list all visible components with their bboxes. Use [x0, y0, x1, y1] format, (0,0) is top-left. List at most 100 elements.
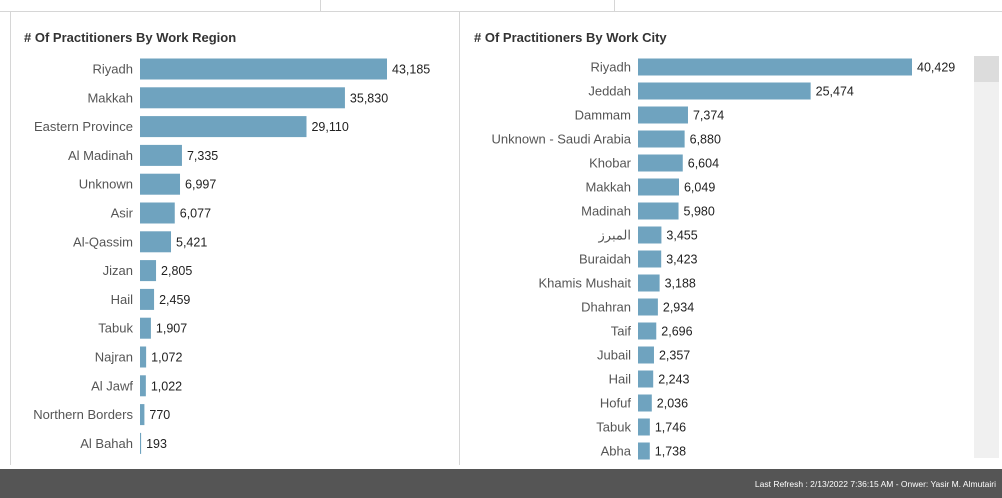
value-label: 3,455	[666, 229, 697, 243]
bar[interactable]	[140, 288, 155, 310]
value-label: 40,429	[917, 61, 955, 75]
value-label: 3,423	[666, 253, 697, 267]
bar[interactable]	[638, 58, 912, 76]
bar[interactable]	[140, 116, 307, 138]
value-label: 2,036	[657, 397, 688, 411]
bar[interactable]	[140, 144, 182, 166]
value-label: 7,335	[187, 149, 218, 163]
value-label: 2,934	[663, 301, 694, 315]
category-label: Al Bahah	[80, 436, 133, 451]
category-label: Makkah	[87, 90, 133, 105]
category-label: Eastern Province	[34, 119, 133, 134]
bar[interactable]	[140, 231, 172, 253]
category-label: Hail	[111, 292, 134, 307]
top-separator	[614, 0, 615, 11]
category-label: Dhahran	[581, 300, 631, 315]
category-label: Khamis Mushait	[539, 276, 632, 291]
value-label: 2,357	[659, 349, 690, 363]
bar[interactable]	[140, 202, 175, 224]
top-separator	[320, 0, 321, 11]
category-label: Unknown - Saudi Arabia	[492, 132, 632, 147]
value-label: 6,049	[684, 181, 715, 195]
bar[interactable]	[140, 87, 345, 109]
category-label: Jeddah	[588, 84, 631, 99]
bar[interactable]	[638, 106, 688, 124]
value-label: 1,907	[156, 322, 187, 336]
bar[interactable]	[638, 130, 685, 148]
bar[interactable]	[140, 317, 151, 339]
footer-bar: Last Refresh : 2/13/2022 7:36:15 AM - On…	[0, 469, 1002, 498]
bar[interactable]	[140, 173, 181, 195]
value-label: 6,077	[180, 207, 211, 221]
category-label: Riyadh	[93, 62, 133, 77]
category-label: Riyadh	[591, 60, 631, 75]
bar[interactable]	[638, 394, 652, 412]
bar[interactable]	[638, 346, 654, 364]
category-label: Asir	[111, 206, 134, 221]
value-label: 3,188	[665, 277, 696, 291]
value-label: 1,022	[151, 379, 182, 393]
city-bar-chart: Riyadh 40,429 Jeddah 25,474 Dammam 7,374 Unkno…	[492, 58, 955, 460]
category-label: Northern Borders	[33, 407, 133, 422]
value-label: 1,738	[655, 445, 686, 459]
city-chart-title: # Of Practitioners By Work City	[474, 30, 667, 45]
category-label: Al-Qassim	[73, 234, 133, 249]
bar[interactable]	[638, 418, 650, 436]
category-label: Jizan	[103, 263, 133, 278]
category-label: Dammam	[575, 108, 631, 123]
scrollbar-thumb[interactable]	[974, 56, 999, 82]
bar[interactable]	[638, 370, 654, 388]
bar[interactable]	[140, 432, 142, 454]
bar[interactable]	[638, 82, 811, 100]
category-label: المبرز	[598, 228, 631, 244]
category-label: Tabuk	[596, 420, 631, 435]
value-label: 7,374	[693, 109, 724, 123]
top-divider	[0, 11, 1002, 12]
category-label: Makkah	[585, 180, 631, 195]
bar[interactable]	[638, 298, 658, 316]
bar[interactable]	[638, 202, 679, 220]
value-label: 29,110	[311, 120, 348, 134]
category-label: Hail	[609, 372, 632, 387]
bar[interactable]	[140, 346, 147, 368]
category-label: Unknown	[79, 177, 133, 192]
bar[interactable]	[140, 404, 145, 426]
value-label: 25,474	[816, 85, 854, 99]
category-label: Taif	[611, 324, 632, 339]
city-chart-scrollbar[interactable]	[974, 56, 999, 458]
category-label: Tabuk	[98, 321, 133, 336]
value-label: 35,830	[350, 91, 388, 105]
value-label: 2,696	[661, 325, 692, 339]
value-label: 1,746	[655, 421, 686, 435]
value-label: 6,880	[690, 133, 721, 147]
bar[interactable]	[638, 250, 662, 268]
value-label: 5,421	[176, 235, 207, 249]
value-label: 2,805	[161, 264, 192, 278]
footer-refresh-text: Last Refresh : 2/13/2022 7:36:15 AM - On…	[754, 479, 996, 489]
bar[interactable]	[638, 154, 683, 172]
bar[interactable]	[140, 260, 157, 282]
category-label: Buraidah	[579, 252, 631, 267]
value-label: 6,604	[688, 157, 719, 171]
bar[interactable]	[140, 58, 387, 80]
value-label: 5,980	[684, 205, 715, 219]
value-label: 1,072	[151, 351, 182, 365]
bar[interactable]	[638, 274, 660, 292]
value-label: 193	[146, 437, 167, 451]
panel-divider	[459, 11, 460, 465]
bar[interactable]	[140, 375, 146, 397]
category-label: Al Madinah	[68, 148, 133, 163]
category-label: Madinah	[581, 204, 631, 219]
left-border	[10, 11, 11, 465]
category-label: Al Jawf	[91, 378, 133, 393]
category-label: Najran	[95, 350, 133, 365]
category-label: Khobar	[589, 156, 632, 171]
value-label: 6,997	[185, 178, 216, 192]
bar[interactable]	[638, 226, 662, 244]
bar[interactable]	[638, 322, 657, 340]
bar[interactable]	[638, 178, 679, 196]
bar[interactable]	[638, 442, 650, 460]
region-bar-chart: Riyadh 43,185 Makkah 35,830 Eastern Province…	[33, 58, 430, 454]
value-label: 43,185	[392, 63, 430, 77]
category-label: Abha	[601, 444, 632, 459]
